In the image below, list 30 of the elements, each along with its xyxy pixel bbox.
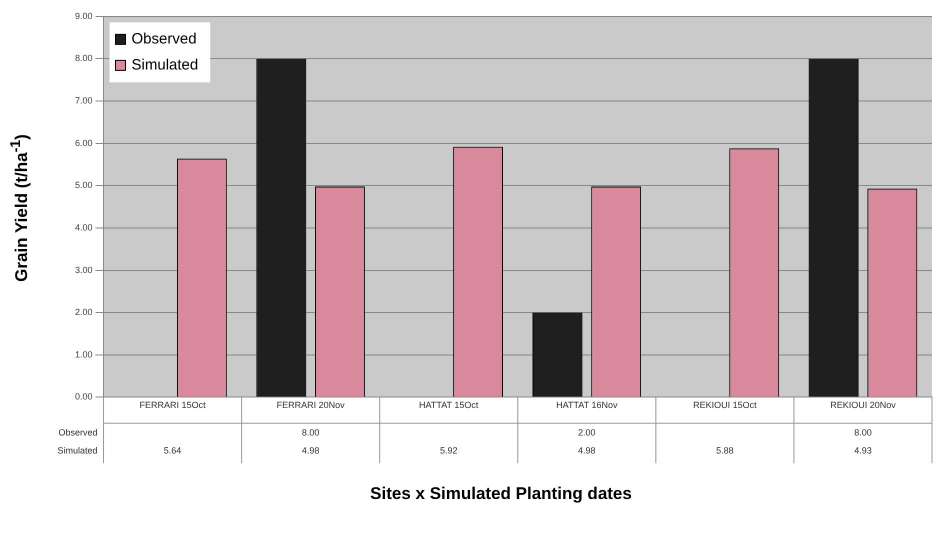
x-axis-title: Sites x Simulated Planting dates — [369, 484, 633, 504]
legend-label: Observed — [132, 30, 197, 48]
y-tick-label: 8.00 — [74, 53, 93, 64]
data-label: 5.92 — [440, 446, 458, 456]
legend-label: Simulated — [132, 56, 198, 74]
y-tick-label: 7.00 — [74, 96, 93, 106]
data-label: 5.88 — [716, 446, 734, 456]
data-label: 4.93 — [854, 446, 872, 456]
x-tick-label: FERRARI 20Nov — [276, 400, 346, 410]
y-tick-label: 9.00 — [74, 10, 93, 21]
data-label: 4.98 — [578, 446, 596, 456]
text: Simulated — [57, 446, 98, 456]
x-tick-label: REKIOUI 15Oct — [693, 400, 758, 410]
data-label: 8.00 — [302, 428, 320, 438]
x-tick-label: FERRARI 15Oct — [140, 400, 206, 410]
y-tick-label: 4.00 — [74, 222, 93, 232]
data-label: 5.64 — [164, 446, 182, 456]
y-tick-label: 6.00 — [74, 138, 93, 148]
y-tick-label: 0.00 — [74, 392, 93, 402]
y-tick-label: 3.00 — [74, 264, 93, 275]
data-label: 8.00 — [854, 428, 872, 438]
x-tick-label: HATTAT 16Nov — [556, 400, 618, 410]
text: Observed — [58, 428, 98, 438]
x-tick-label: REKIOUI 20Nov — [830, 400, 896, 410]
x-tick-label: HATTAT 15Oct — [419, 400, 479, 410]
y-tick-label: 1.00 — [74, 349, 93, 360]
y-tick-label: 5.00 — [74, 180, 93, 190]
y-tick-label: 2.00 — [74, 307, 93, 318]
data-label: 2.00 — [578, 428, 596, 438]
data-label: 4.98 — [302, 446, 320, 456]
